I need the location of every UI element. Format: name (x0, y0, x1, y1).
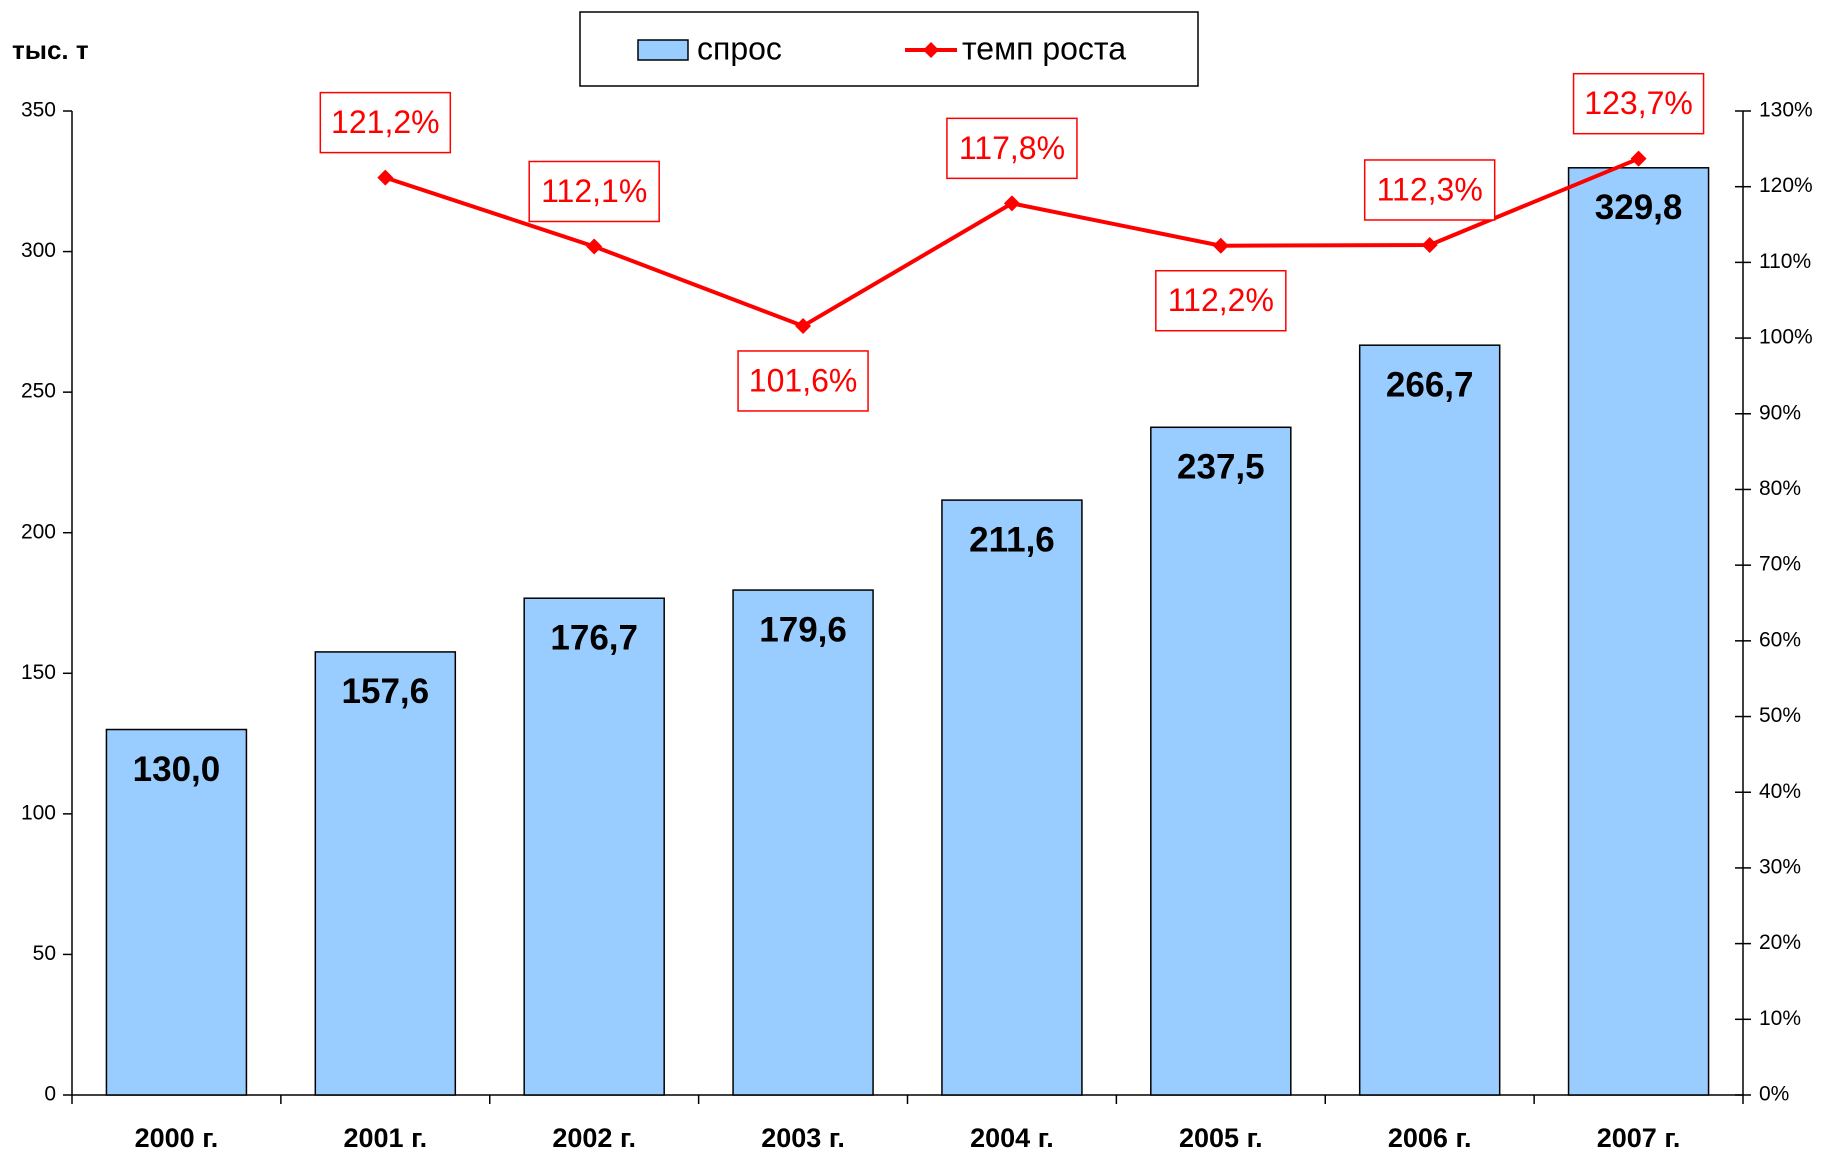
line-value-label: 101,6% (749, 362, 858, 398)
bar (1567, 167, 1710, 1096)
x-tick-label: 2001 г. (344, 1123, 428, 1153)
line-value-label: 121,2% (331, 104, 440, 140)
bar (1150, 426, 1292, 1096)
y2-tick-label: 90% (1759, 401, 1801, 424)
y-tick-label: 250 (21, 380, 56, 403)
bar-value-label: 130,0 (133, 750, 221, 789)
line-value-label: 112,3% (1377, 171, 1483, 207)
line-value-label: 117,8% (959, 130, 1065, 166)
bar-value-label: 157,6 (342, 672, 430, 711)
y-tick-label: 150 (21, 661, 56, 684)
bar-value-label: 237,5 (1177, 448, 1265, 487)
y2-tick-label: 10% (1759, 1007, 1801, 1030)
bar (941, 499, 1083, 1096)
y2-tick-label: 100% (1759, 326, 1813, 349)
y-tick-label: 100 (21, 801, 56, 824)
y-tick-label: 200 (21, 520, 56, 543)
y-axis-label: тыс. т (12, 35, 89, 65)
line-value-label: 112,1% (541, 173, 647, 209)
line-value-label: 112,2% (1168, 282, 1274, 318)
y2-tick-label: 20% (1759, 931, 1801, 954)
bar (1358, 344, 1501, 1096)
bar (523, 597, 665, 1096)
bar-value-label: 329,8 (1595, 188, 1683, 227)
x-tick-label: 2005 г. (1179, 1123, 1263, 1153)
line-label-box (946, 117, 1078, 180)
legend-marker (923, 42, 939, 58)
line-label-box (528, 160, 660, 223)
line-marker (1421, 236, 1438, 253)
line-label-box (1155, 269, 1287, 332)
bar-value-label: 179,6 (759, 610, 847, 649)
legend-label: темп роста (962, 30, 1126, 66)
bar-value-label: 176,7 (550, 618, 638, 657)
x-tick-label: 2004 г. (970, 1123, 1054, 1153)
x-tick-label: 2007 г. (1597, 1123, 1681, 1153)
legend-swatch (637, 39, 689, 61)
y2-tick-label: 60% (1759, 628, 1801, 651)
y-tick-label: 300 (21, 239, 56, 262)
line-label-box (737, 350, 869, 412)
y2-tick-label: 130% (1759, 99, 1813, 122)
y2-tick-label: 0% (1759, 1083, 1789, 1106)
line-label-box (1363, 159, 1496, 221)
line-label-box (319, 91, 452, 154)
line-marker (1212, 237, 1229, 254)
y-tick-label: 0 (44, 1083, 56, 1106)
y2-tick-label: 110% (1759, 250, 1811, 273)
line-marker (586, 238, 603, 255)
line-marker (377, 169, 394, 186)
bar-value-label: 211,6 (969, 520, 1055, 559)
x-tick-label: 2006 г. (1388, 1123, 1472, 1153)
line-value-label: 123,7% (1584, 85, 1693, 121)
y2-tick-label: 50% (1759, 704, 1801, 727)
line-marker (1630, 150, 1647, 167)
bar (732, 589, 874, 1096)
line-marker (795, 317, 812, 334)
x-tick-label: 2003 г. (761, 1123, 845, 1153)
x-tick-label: 2002 г. (552, 1123, 636, 1153)
y-tick-label: 50 (33, 942, 56, 965)
y2-tick-label: 120% (1759, 174, 1813, 197)
y2-tick-label: 70% (1759, 553, 1801, 576)
y2-tick-label: 80% (1759, 477, 1801, 500)
bar-value-label: 266,7 (1386, 365, 1474, 404)
x-tick-label: 2000 г. (135, 1123, 219, 1153)
y-tick-label: 350 (21, 99, 56, 122)
y2-tick-label: 40% (1759, 780, 1801, 803)
line-label-box (1572, 72, 1705, 135)
line-marker (1003, 195, 1020, 212)
bar (314, 651, 457, 1096)
y2-tick-label: 30% (1759, 855, 1801, 878)
bar (105, 728, 248, 1096)
legend-label: спрос (697, 30, 782, 66)
